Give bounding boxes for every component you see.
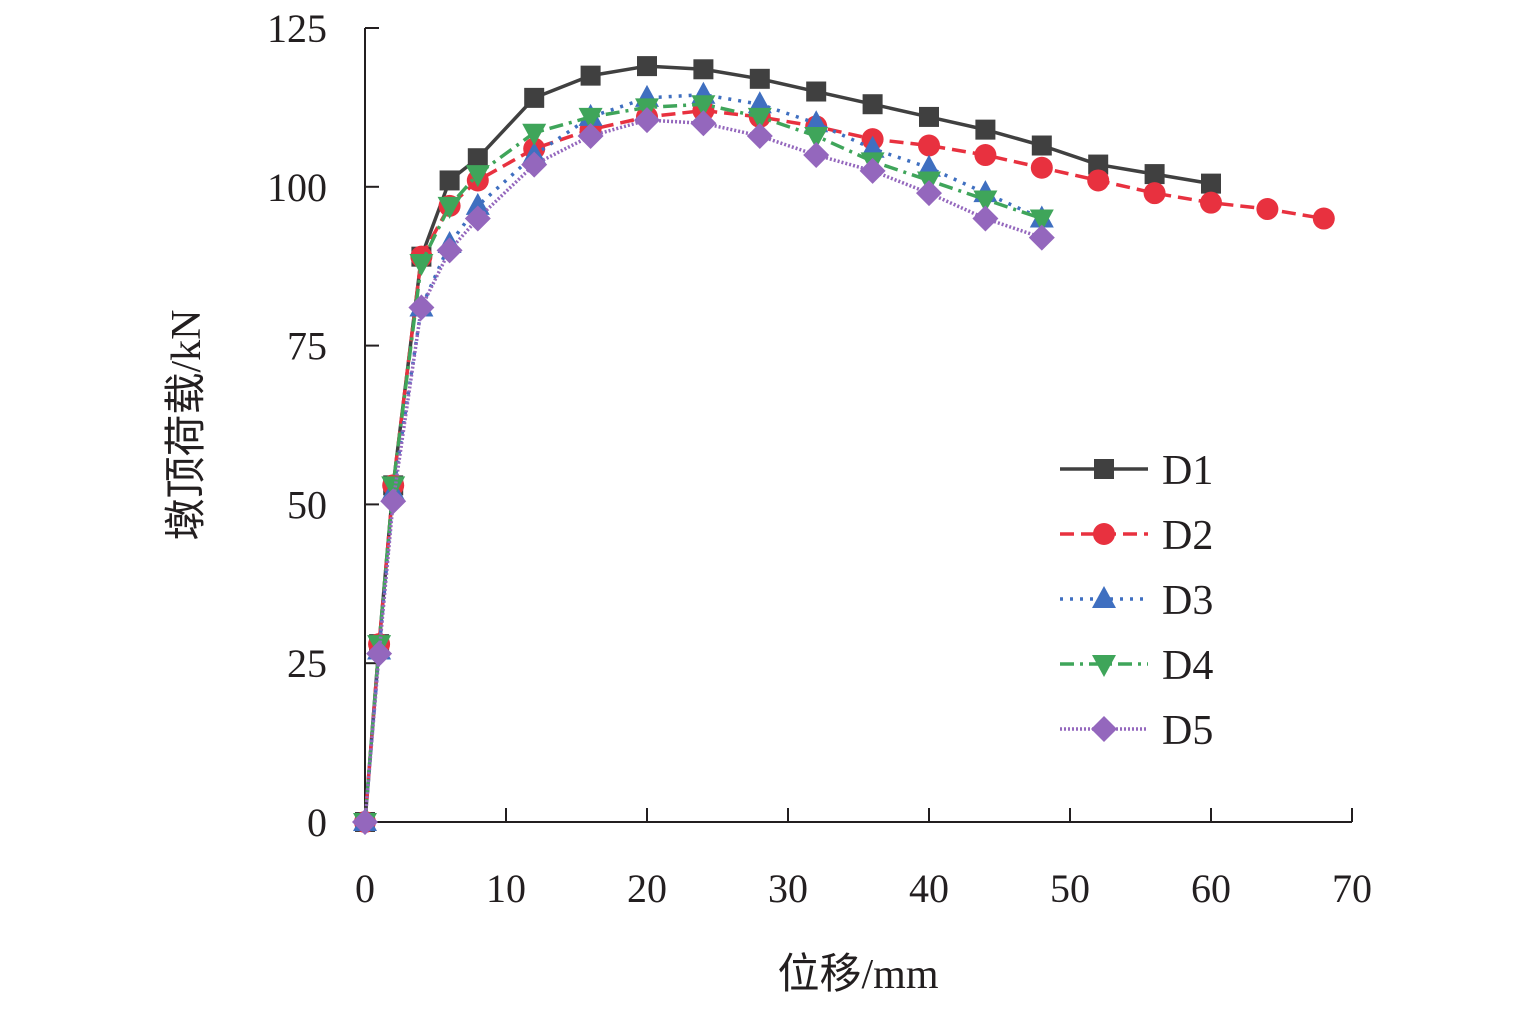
- data-point-d4: [578, 107, 603, 130]
- data-point-d1: [1144, 164, 1165, 185]
- data-point-d3: [747, 91, 772, 114]
- data-point-d4: [437, 196, 462, 219]
- data-point-d5: [916, 180, 942, 207]
- legend-label-d2: D2: [1162, 513, 1213, 559]
- legend-marker-d2: [1093, 523, 1115, 545]
- legend-item-d2: D2: [1060, 513, 1213, 559]
- data-point-d3: [804, 110, 829, 133]
- legend: D1 D2 D3 D4 D5: [1060, 448, 1213, 754]
- data-point-d2: [1143, 182, 1166, 205]
- data-point-d4: [691, 95, 716, 118]
- data-point-d1: [1031, 135, 1052, 156]
- data-point-d2: [974, 144, 997, 167]
- data-point-d4: [973, 190, 998, 213]
- data-point-d5: [380, 488, 407, 515]
- data-point-d2: [1030, 156, 1053, 179]
- legend-label-d5: D5: [1162, 708, 1213, 754]
- y-tick-label: 75: [287, 324, 327, 369]
- series-line-d1: [363, 64, 1212, 823]
- y-tick-label: 125: [267, 6, 327, 51]
- data-point-d4: [804, 126, 829, 149]
- data-point-d4: [1029, 209, 1054, 232]
- data-point-d5: [690, 110, 717, 137]
- data-point-d1: [919, 106, 939, 127]
- legend-marker-d4: [1092, 655, 1116, 677]
- legend-item-d3: D3: [1060, 578, 1213, 624]
- x-tick-label: 20: [627, 866, 667, 911]
- data-point-d3: [860, 135, 885, 158]
- data-point-d5: [634, 107, 660, 134]
- data-point-d5: [577, 122, 604, 149]
- data-point-d5: [746, 122, 773, 149]
- y-tick-label: 100: [267, 165, 327, 210]
- data-point-d1: [467, 148, 488, 169]
- data-point-d5: [859, 157, 886, 184]
- series-line-d5: [363, 118, 1043, 823]
- data-point-d5: [436, 237, 463, 264]
- legend-label-d1: D1: [1162, 448, 1213, 494]
- data-point-d5: [1028, 224, 1055, 251]
- data-point-d5: [408, 294, 435, 321]
- legend-label-d3: D3: [1162, 578, 1213, 624]
- data-point-d4: [747, 107, 772, 130]
- data-point-d4: [522, 123, 547, 146]
- legend-marker-d3: [1092, 586, 1116, 608]
- data-point-d1: [693, 59, 714, 80]
- data-point-d2: [1312, 207, 1335, 230]
- data-point-d2: [1087, 169, 1110, 192]
- data-point-d1: [806, 81, 827, 102]
- x-tick-label: 40: [909, 866, 949, 911]
- data-point-d1: [975, 119, 996, 140]
- data-point-d1: [1201, 173, 1221, 194]
- y-tick-label: 25: [287, 641, 327, 686]
- data-point-d4: [381, 476, 406, 499]
- legend-item-d5: D5: [1060, 708, 1213, 754]
- data-point-d2: [918, 134, 940, 157]
- data-point-d5: [972, 205, 999, 232]
- data-point-d5: [803, 142, 830, 169]
- data-point-d2: [1256, 198, 1279, 221]
- data-point-d1: [580, 65, 601, 86]
- legend-item-d1: D1: [1060, 448, 1213, 494]
- data-point-d4: [409, 254, 434, 277]
- data-point-d1: [1088, 154, 1109, 175]
- series-layer: [352, 56, 1335, 835]
- data-point-d4: [465, 165, 490, 188]
- data-point-d3: [465, 192, 490, 215]
- series-line-d4: [363, 102, 1043, 823]
- data-point-d1: [439, 170, 460, 191]
- x-tick-label: 50: [1050, 866, 1090, 911]
- y-tick-label: 0: [307, 800, 327, 845]
- series-line-d3: [363, 92, 1043, 823]
- legend-label-d4: D4: [1162, 643, 1213, 689]
- data-point-d1: [749, 68, 770, 89]
- data-point-d5: [521, 151, 548, 178]
- axes-layer: 0 10 20 30 40 50 60 70 0 25 50 75 100 125: [267, 6, 1372, 911]
- data-point-d1: [862, 94, 883, 115]
- data-point-d1: [637, 56, 657, 77]
- data-point-d5: [366, 640, 393, 667]
- legend-marker-d1: [1094, 459, 1114, 479]
- x-tick-label: 30: [768, 866, 808, 911]
- x-tick-label: 60: [1191, 866, 1231, 911]
- data-point-d5: [464, 205, 491, 232]
- legend-marker-d5: [1091, 716, 1117, 742]
- data-point-d1: [524, 87, 545, 108]
- series-d5: [352, 107, 1055, 835]
- data-point-d5: [352, 809, 378, 835]
- x-axis-title: 位移/mm: [777, 951, 938, 998]
- x-tick-label: 0: [355, 866, 375, 911]
- x-tick-label: 70: [1332, 866, 1372, 911]
- y-tick-label: 50: [287, 482, 327, 527]
- y-axis-title: 墩顶荷载/kN: [164, 309, 210, 540]
- legend-item-d4: D4: [1060, 643, 1213, 689]
- x-tick-label: 10: [486, 866, 526, 911]
- data-point-d3: [917, 154, 941, 177]
- data-point-d2: [1200, 191, 1222, 214]
